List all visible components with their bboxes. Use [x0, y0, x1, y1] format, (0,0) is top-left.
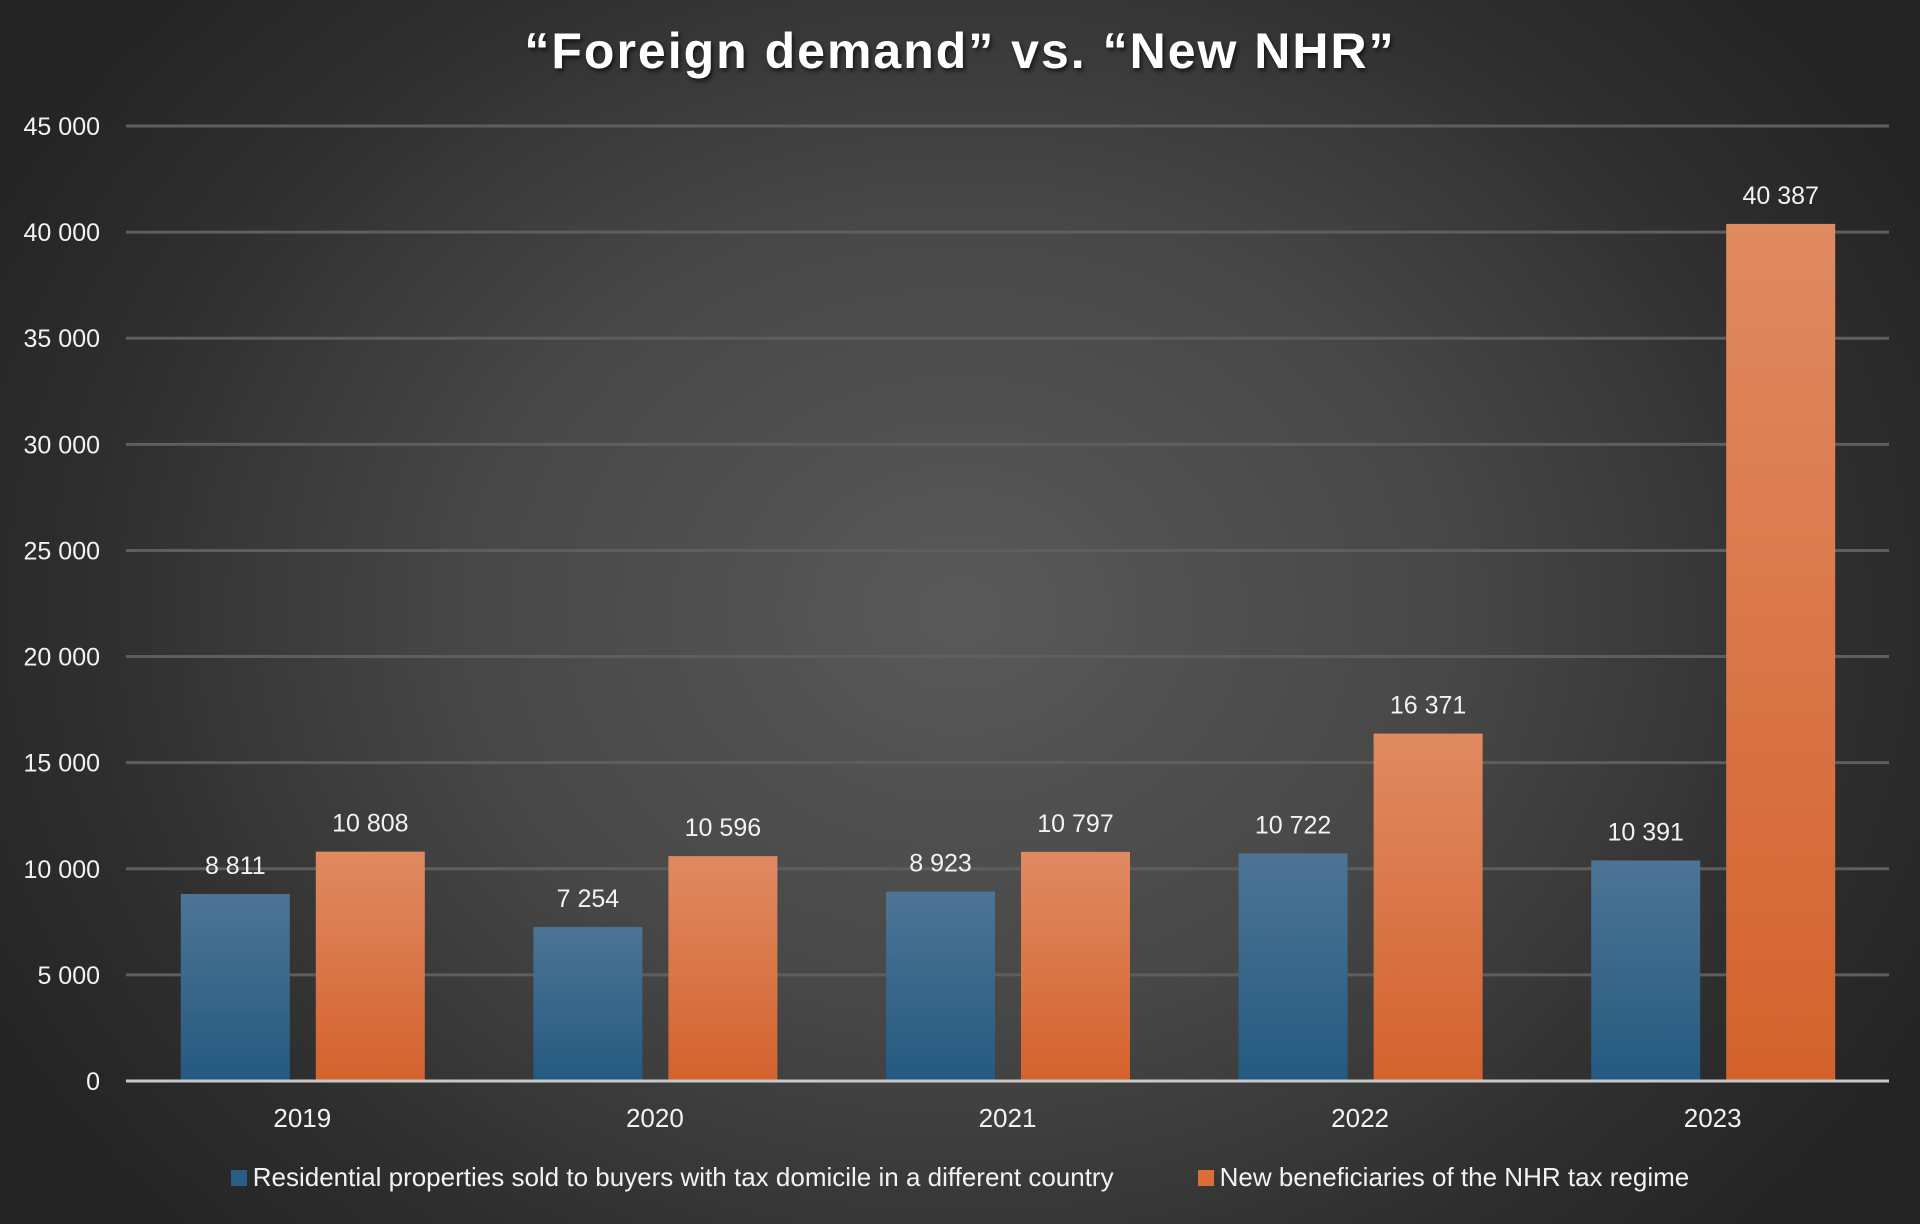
- x-tick-label: 2021: [979, 1103, 1037, 1133]
- bar-foreign-2022: [1238, 853, 1348, 1081]
- data-label: 8 811: [205, 852, 266, 880]
- y-tick-label: 40 000: [24, 219, 100, 247]
- data-label: 10 797: [1037, 810, 1113, 838]
- legend: Residential properties sold to buyers wi…: [0, 1162, 1920, 1193]
- data-label: 40 387: [1742, 182, 1818, 210]
- legend-label: New beneficiaries of the NHR tax regime: [1219, 1162, 1690, 1192]
- data-label: 10 808: [332, 810, 408, 838]
- y-tick-label: 25 000: [24, 537, 100, 565]
- legend-swatch-blue: [230, 1169, 247, 1186]
- x-tick-label: 2023: [1684, 1103, 1742, 1133]
- bar-nhr-2021: [1021, 851, 1130, 1081]
- bar-nhr-2023: [1726, 223, 1836, 1081]
- data-label: 10 596: [685, 814, 761, 842]
- data-label: 10 722: [1255, 811, 1331, 839]
- legend-item-foreign-buyers: Residential properties sold to buyers wi…: [230, 1162, 1114, 1193]
- bar-nhr-2022: [1373, 733, 1483, 1081]
- y-tick-label: 35 000: [24, 325, 100, 353]
- bar-nhr-2020: [668, 856, 778, 1081]
- chart-title: “Foreign demand” vs. “New NHR”: [524, 23, 1396, 79]
- x-tick-label: 2019: [273, 1103, 331, 1133]
- bar-foreign-2019: [180, 894, 290, 1081]
- y-tick-label: 10 000: [24, 856, 100, 884]
- legend-swatch-orange: [1197, 1169, 1214, 1186]
- bar-foreign-2023: [1591, 860, 1701, 1081]
- y-tick-label: 15 000: [24, 750, 100, 778]
- bar-nhr-2019: [315, 851, 425, 1081]
- y-tick-label: 30 000: [24, 431, 100, 459]
- data-label: 16 371: [1390, 692, 1466, 720]
- bar-foreign-2020: [533, 927, 643, 1081]
- data-label: 10 391: [1607, 818, 1683, 846]
- y-tick-label: 5 000: [37, 962, 100, 990]
- y-tick-label: 0: [86, 1068, 100, 1096]
- bar-foreign-2021: [886, 891, 995, 1081]
- x-tick-label: 2020: [626, 1103, 684, 1133]
- legend-item-nhr: New beneficiaries of the NHR tax regime: [1197, 1162, 1690, 1193]
- y-tick-label: 20 000: [24, 644, 100, 672]
- data-label: 7 254: [557, 885, 620, 913]
- legend-label: Residential properties sold to buyers wi…: [252, 1162, 1114, 1192]
- x-tick-label: 2022: [1331, 1103, 1389, 1133]
- data-label: 8 923: [909, 850, 972, 878]
- y-tick-label: 45 000: [24, 113, 100, 141]
